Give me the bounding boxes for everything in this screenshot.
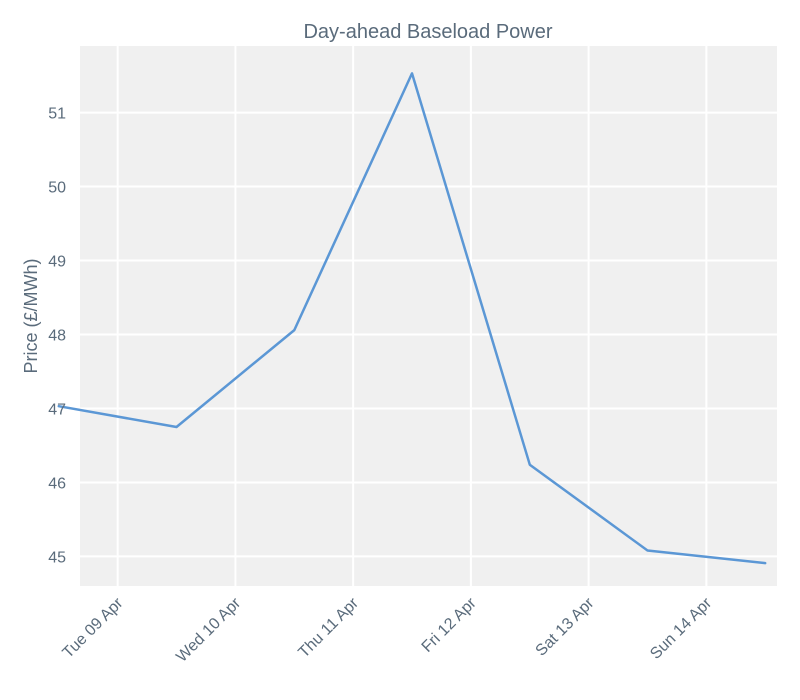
- y-tick-label: 48: [48, 327, 66, 344]
- y-tick-label: 47: [48, 401, 66, 418]
- grid-lines: [80, 46, 777, 586]
- series-line: [57, 72, 767, 565]
- x-tick-label: Sun 14 Apr: [647, 594, 715, 662]
- plot-area: [80, 46, 777, 586]
- y-tick-label: 49: [48, 254, 66, 271]
- y-tick-label: 50: [48, 180, 66, 197]
- y-tick-label: 51: [48, 106, 66, 123]
- y-tick-label: 45: [48, 549, 66, 566]
- x-tick-label: Fri 12 Apr: [419, 594, 481, 656]
- x-tick-label: Tue 09 Apr: [60, 594, 127, 661]
- x-tick-label: Thu 11 Apr: [295, 594, 362, 661]
- x-tick-label: Sat 13 Apr: [533, 594, 598, 659]
- y-axis-label: Price (£/MWh): [21, 258, 41, 373]
- x-tick-label: Wed 10 Apr: [173, 594, 244, 665]
- y-tick-label: 46: [48, 475, 66, 492]
- x-tick-labels: Tue 09 Apr Wed 10 Apr Thu 11 Apr Fri 12 Apr…: [60, 594, 716, 665]
- series-lines: [57, 72, 767, 565]
- y-tick-labels: 45 46 47 48 49 50 51: [48, 106, 66, 567]
- chart-title: Day-ahead Baseload Power: [303, 21, 552, 43]
